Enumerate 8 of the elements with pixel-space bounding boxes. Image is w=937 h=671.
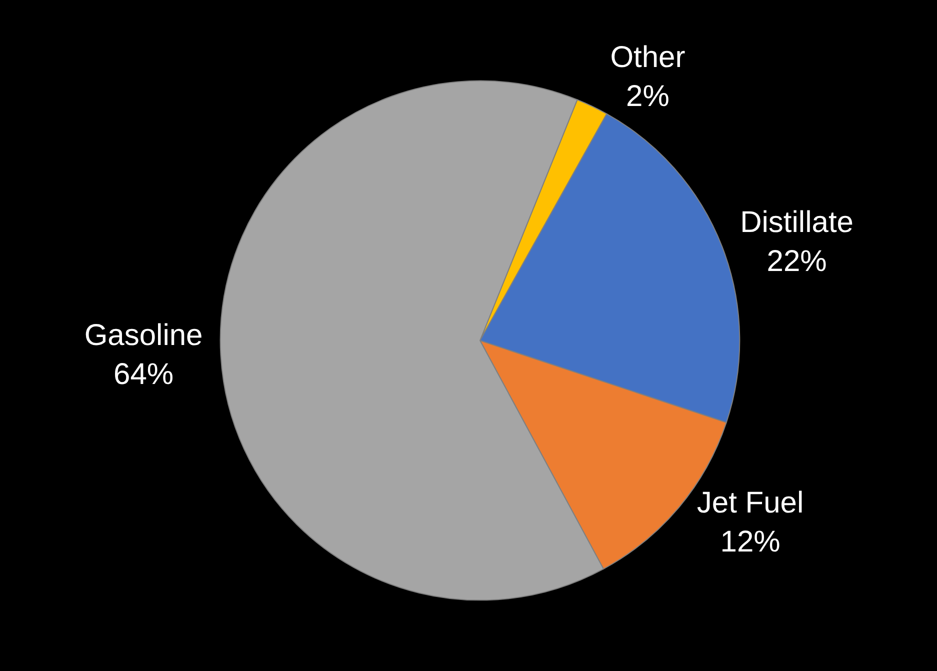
slice-label: Jet Fuel xyxy=(696,486,804,520)
data-label: 64% xyxy=(114,358,174,392)
data-label: 12% xyxy=(720,525,780,558)
data-label: 2% xyxy=(626,80,670,114)
slice-label: Gasoline xyxy=(84,319,203,352)
slice-label: Distillate xyxy=(740,206,854,239)
data-label: 22% xyxy=(766,244,827,278)
slice-label: Other xyxy=(610,41,686,74)
